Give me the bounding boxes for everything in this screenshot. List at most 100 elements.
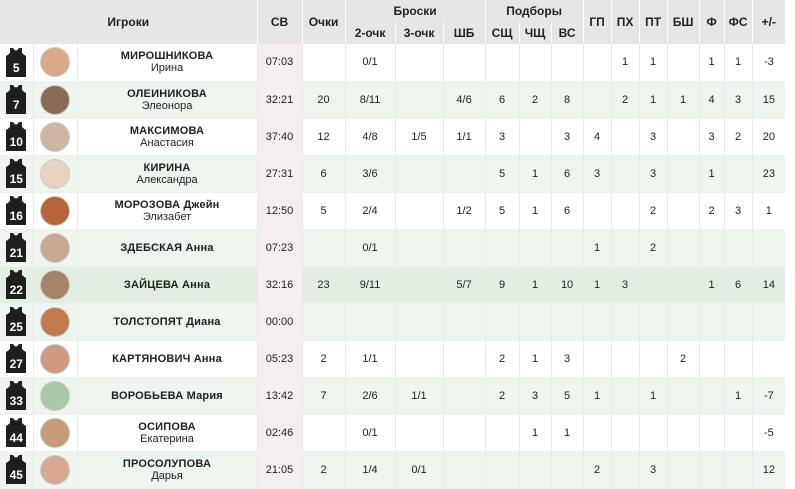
header-plus-minus[interactable]: +/- — [751, 0, 786, 44]
three-pt — [394, 192, 444, 230]
player-row: 7 ОЛЕИНИКОВА Элеонора 32:21 20 8/11 4/6 6… — [0, 81, 786, 119]
points: 2 — [301, 451, 346, 489]
assists — [582, 340, 612, 378]
player-name[interactable]: МАКСИМОВА Анастасия — [76, 118, 258, 156]
player-name[interactable]: ПРОСОЛУПОВА Дарья — [76, 451, 258, 489]
player-last-name[interactable]: ЗДЕБСКАЯ Анна — [120, 241, 214, 254]
jersey-number: 15 — [9, 172, 23, 186]
player-name[interactable]: ЗДЕБСКАЯ Анна — [76, 229, 258, 267]
reb-def: 5 — [484, 155, 520, 193]
two-pt: 2/6 — [344, 377, 396, 415]
avatar[interactable] — [40, 121, 70, 152]
player-name[interactable]: ВОРОБЬЕВА Мария — [76, 377, 258, 415]
three-pt — [394, 303, 444, 341]
jersey-number: 7 — [12, 98, 20, 112]
avatar[interactable] — [40, 195, 70, 226]
fouls — [698, 377, 725, 415]
avatar[interactable] — [40, 158, 70, 189]
header-reb-all[interactable]: ВС — [550, 22, 584, 44]
player-last-name[interactable]: КИРИНА — [143, 161, 191, 174]
jersey-cell: 5 — [0, 44, 33, 82]
two-pt: 0/1 — [344, 414, 396, 452]
player-name[interactable]: ОЛЕИНИКОВА Элеонора — [76, 81, 258, 119]
header-players[interactable]: Игроки — [0, 0, 258, 44]
player-name[interactable]: КАРТЯНОВИЧ Анна — [76, 340, 258, 378]
player-last-name[interactable]: КАРТЯНОВИЧ Анна — [112, 352, 222, 365]
reb-all: 5 — [550, 377, 584, 415]
avatar[interactable] — [40, 454, 70, 485]
player-last-name[interactable]: ТОЛСТОПЯТ Диана — [113, 315, 221, 328]
steals: 3 — [638, 451, 668, 489]
blocks — [666, 266, 700, 304]
fouls-drawn — [723, 340, 753, 378]
fouls-drawn: 3 — [723, 81, 753, 119]
header-points[interactable]: Очки — [301, 0, 346, 44]
avatar[interactable] — [40, 269, 70, 300]
header-reb-off[interactable]: ЧЩ — [518, 22, 552, 44]
reb-def: 3 — [484, 118, 520, 156]
player-last-name[interactable]: ОЛЕИНИКОВА — [127, 87, 207, 100]
fouls: 4 — [698, 81, 725, 119]
player-first-name: Элеонора — [141, 99, 193, 112]
avatar[interactable] — [40, 84, 70, 115]
minutes: 27:31 — [256, 155, 303, 193]
steals: 1 — [638, 377, 668, 415]
avatar[interactable] — [40, 232, 70, 263]
player-name[interactable]: ОСИПОВА Екатерина — [76, 414, 258, 452]
player-last-name[interactable]: МАКСИМОВА — [129, 124, 205, 137]
minutes: 32:21 — [256, 81, 303, 119]
player-last-name[interactable]: МОРОЗОВА Джейн — [114, 198, 220, 211]
header-fouls[interactable]: Ф — [698, 0, 725, 44]
player-last-name[interactable]: ПРОСОЛУПОВА — [122, 457, 212, 470]
minutes: 37:40 — [256, 118, 303, 156]
player-name[interactable]: МИРОШНИКОВА Ирина — [76, 44, 258, 82]
turnovers — [610, 340, 640, 378]
blocks — [666, 377, 700, 415]
header-turnovers[interactable]: ПХ — [610, 0, 640, 44]
player-name[interactable]: ЗАЙЦЕВА Анна — [76, 266, 258, 304]
header-fouls-drawn[interactable]: ФС — [723, 0, 753, 44]
fouls: 1 — [698, 155, 725, 193]
jersey-cell: 7 — [0, 81, 33, 119]
avatar[interactable] — [40, 306, 70, 337]
header-time[interactable]: СВ — [256, 0, 303, 44]
two-pt: 1/1 — [344, 340, 396, 378]
header-steals[interactable]: ПТ — [638, 0, 668, 44]
fouls: 3 — [698, 118, 725, 156]
player-last-name[interactable]: ОСИПОВА — [138, 420, 196, 433]
header-blocks[interactable]: БШ — [666, 0, 700, 44]
jersey-cell: 45 — [0, 451, 33, 489]
jersey-icon: 5 — [6, 47, 27, 77]
avatar[interactable] — [40, 47, 70, 78]
assists — [582, 192, 612, 230]
header-reb-def[interactable]: СЩ — [484, 22, 520, 44]
points: 2 — [301, 340, 346, 378]
free-throws — [442, 155, 486, 193]
header-free-throws[interactable]: ШБ — [442, 22, 486, 44]
player-last-name[interactable]: ЗАЙЦЕВА Анна — [123, 278, 211, 291]
jersey-number: 27 — [9, 357, 23, 371]
header-two-pt[interactable]: 2-очк — [344, 22, 396, 44]
plus-minus: 20 — [751, 118, 786, 156]
avatar[interactable] — [40, 380, 70, 411]
jersey-cell: 25 — [0, 303, 33, 341]
player-last-name[interactable]: МИРОШНИКОВА — [120, 50, 214, 63]
avatar[interactable] — [40, 417, 70, 448]
plus-minus: 14 — [751, 266, 786, 304]
minutes: 12:50 — [256, 192, 303, 230]
avatar-cell — [32, 340, 77, 378]
jersey-icon: 25 — [6, 307, 27, 336]
avatar[interactable] — [40, 343, 70, 374]
player-last-name[interactable]: ВОРОБЬЕВА Мария — [111, 389, 223, 402]
reb-all — [550, 451, 584, 489]
header-three-pt[interactable]: 3-очк — [394, 22, 444, 44]
plus-minus: 12 — [751, 451, 786, 489]
player-name[interactable]: КИРИНА Александра — [76, 155, 258, 193]
player-name[interactable]: МОРОЗОВА Джейн Элизабет — [76, 192, 258, 230]
blocks — [666, 44, 700, 82]
two-pt: 0/1 — [344, 229, 396, 267]
avatar-cell — [32, 303, 77, 341]
reb-off — [518, 451, 552, 489]
header-assists[interactable]: ГП — [582, 0, 612, 44]
player-name[interactable]: ТОЛСТОПЯТ Диана — [76, 303, 258, 341]
